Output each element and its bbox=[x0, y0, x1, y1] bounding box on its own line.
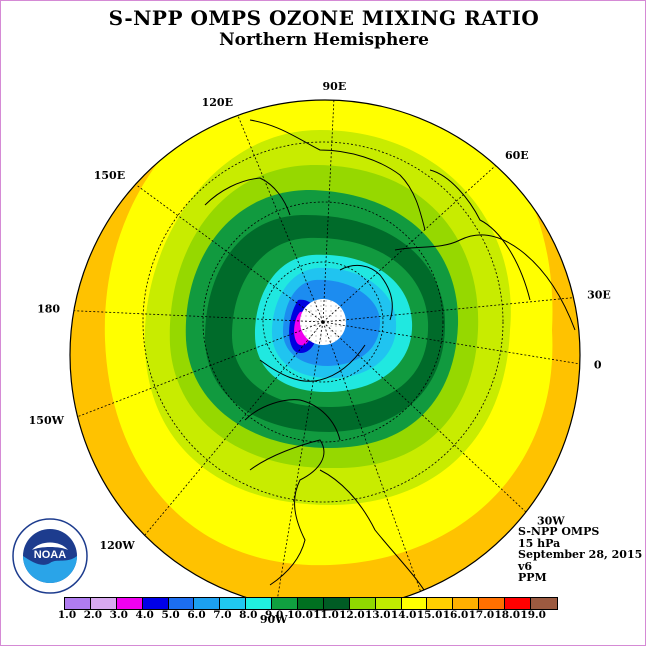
colorbar-swatch bbox=[375, 598, 402, 609]
colorbar-tick-label: 10.0 bbox=[287, 609, 313, 621]
latitude-circle bbox=[202, 201, 444, 443]
colorbar-tick-label: 12.0 bbox=[339, 609, 365, 621]
longitude-label: 60E bbox=[505, 149, 529, 162]
colorbar-swatch bbox=[401, 598, 428, 609]
colorbar-tick-label: 6.0 bbox=[187, 609, 206, 621]
colorbar-swatch bbox=[65, 598, 91, 609]
map-title: S-NPP OMPS OZONE MIXING RATIO bbox=[108, 6, 540, 30]
colorbar-tick-label: 14.0 bbox=[390, 609, 417, 621]
colorbar-ticks: 1.0 2.0 3.0 4.0 5.0 6.0 7.0 8.0 9.0 10.0 11.0 12.0 1… bbox=[54, 609, 614, 621]
colorbar-swatch bbox=[116, 598, 143, 609]
info-version: v6 bbox=[518, 559, 533, 573]
colorbar-tick-label: 15.0 bbox=[416, 609, 443, 621]
info-units: PPM bbox=[518, 571, 547, 584]
map-boundary bbox=[69, 99, 581, 611]
longitude-label: 0 bbox=[594, 358, 602, 371]
colorbar bbox=[64, 597, 558, 610]
longitude-label: 150W bbox=[29, 414, 65, 427]
colorbar-tick-label: 2.0 bbox=[83, 609, 103, 621]
latitude-circle bbox=[142, 141, 504, 503]
meridian-line bbox=[135, 184, 324, 323]
colorbar-swatch bbox=[505, 598, 532, 609]
colorbar-swatch bbox=[531, 598, 557, 609]
info-date: September 28, 2015 bbox=[518, 548, 643, 561]
colorbar-swatch bbox=[194, 598, 221, 609]
colorbar-tick-label: 16.0 bbox=[442, 609, 469, 621]
colorbar-tick-label: 8.0 bbox=[239, 609, 258, 621]
meridian-line bbox=[322, 100, 335, 323]
longitude-label: 30W bbox=[537, 515, 565, 528]
colorbar-swatch bbox=[246, 598, 273, 609]
product-info: S-NPP OMPS 15 hPa September 28, 2015 v6 … bbox=[518, 526, 642, 584]
longitude-label: 150E bbox=[94, 169, 125, 182]
colorbar-tick-label: 19.0 bbox=[520, 609, 546, 621]
africa-coast bbox=[429, 169, 531, 301]
colorbar-tick-label: 3.0 bbox=[109, 609, 128, 621]
north-america-coast bbox=[249, 439, 325, 586]
colorbar-tick-label: 4.0 bbox=[135, 609, 154, 621]
coastlines bbox=[204, 119, 576, 601]
south-america-coast bbox=[319, 469, 431, 601]
colorbar-swatch bbox=[142, 598, 169, 609]
meridian-line bbox=[73, 310, 324, 323]
colorbar-swatch bbox=[453, 598, 480, 609]
meridian-line bbox=[322, 297, 574, 323]
map-subtitle: Northern Hemisphere bbox=[219, 30, 429, 50]
arctic-islands bbox=[259, 344, 366, 382]
colorbar-tick-label: 5.0 bbox=[161, 609, 180, 621]
colorbar-swatch bbox=[427, 598, 454, 609]
colorbar-swatch bbox=[90, 598, 117, 609]
graticule bbox=[73, 100, 580, 606]
colorbar-swatch bbox=[168, 598, 195, 609]
longitude-label: 180 bbox=[37, 302, 60, 315]
noaa-logo-icon: NOAA bbox=[12, 518, 88, 594]
ozone-contours bbox=[70, 100, 580, 610]
colorbar-tick-label: 17.0 bbox=[468, 609, 495, 621]
greenland-coast bbox=[339, 264, 393, 321]
colorbar-tick-label: 1.0 bbox=[57, 609, 77, 621]
colorbar-tick-label: 7.0 bbox=[213, 609, 232, 621]
longitude-label: 30E bbox=[587, 288, 611, 301]
colorbar-swatch bbox=[323, 598, 350, 609]
colorbar-swatch bbox=[220, 598, 247, 609]
meridian-line bbox=[237, 115, 324, 323]
colorbar-tick-label: 9.0 bbox=[265, 609, 284, 621]
colorbar-tick-label: 18.0 bbox=[494, 609, 521, 621]
longitude-label: 120W bbox=[99, 539, 135, 552]
latitude-circle bbox=[262, 261, 384, 383]
asia-coast bbox=[249, 119, 426, 231]
meridian-line bbox=[322, 165, 496, 323]
longitude-label: 90E bbox=[323, 80, 347, 93]
meridian-line bbox=[322, 321, 580, 365]
longitude-label: 120E bbox=[202, 96, 233, 109]
svg-text:NOAA: NOAA bbox=[34, 549, 66, 561]
colorbar-swatch bbox=[272, 598, 299, 609]
colorbar-swatch bbox=[479, 598, 506, 609]
colorbar-swatch bbox=[349, 598, 376, 609]
colorbar-swatch bbox=[298, 598, 324, 609]
colorbar-tick-label: 13.0 bbox=[365, 609, 391, 621]
info-instrument: S-NPP OMPS bbox=[518, 525, 600, 538]
info-level: 15 hPa bbox=[518, 536, 561, 550]
colorbar-tick-label: 11.0 bbox=[313, 609, 339, 621]
europe-coast bbox=[394, 234, 576, 331]
longitude-label: 90W bbox=[260, 613, 288, 626]
